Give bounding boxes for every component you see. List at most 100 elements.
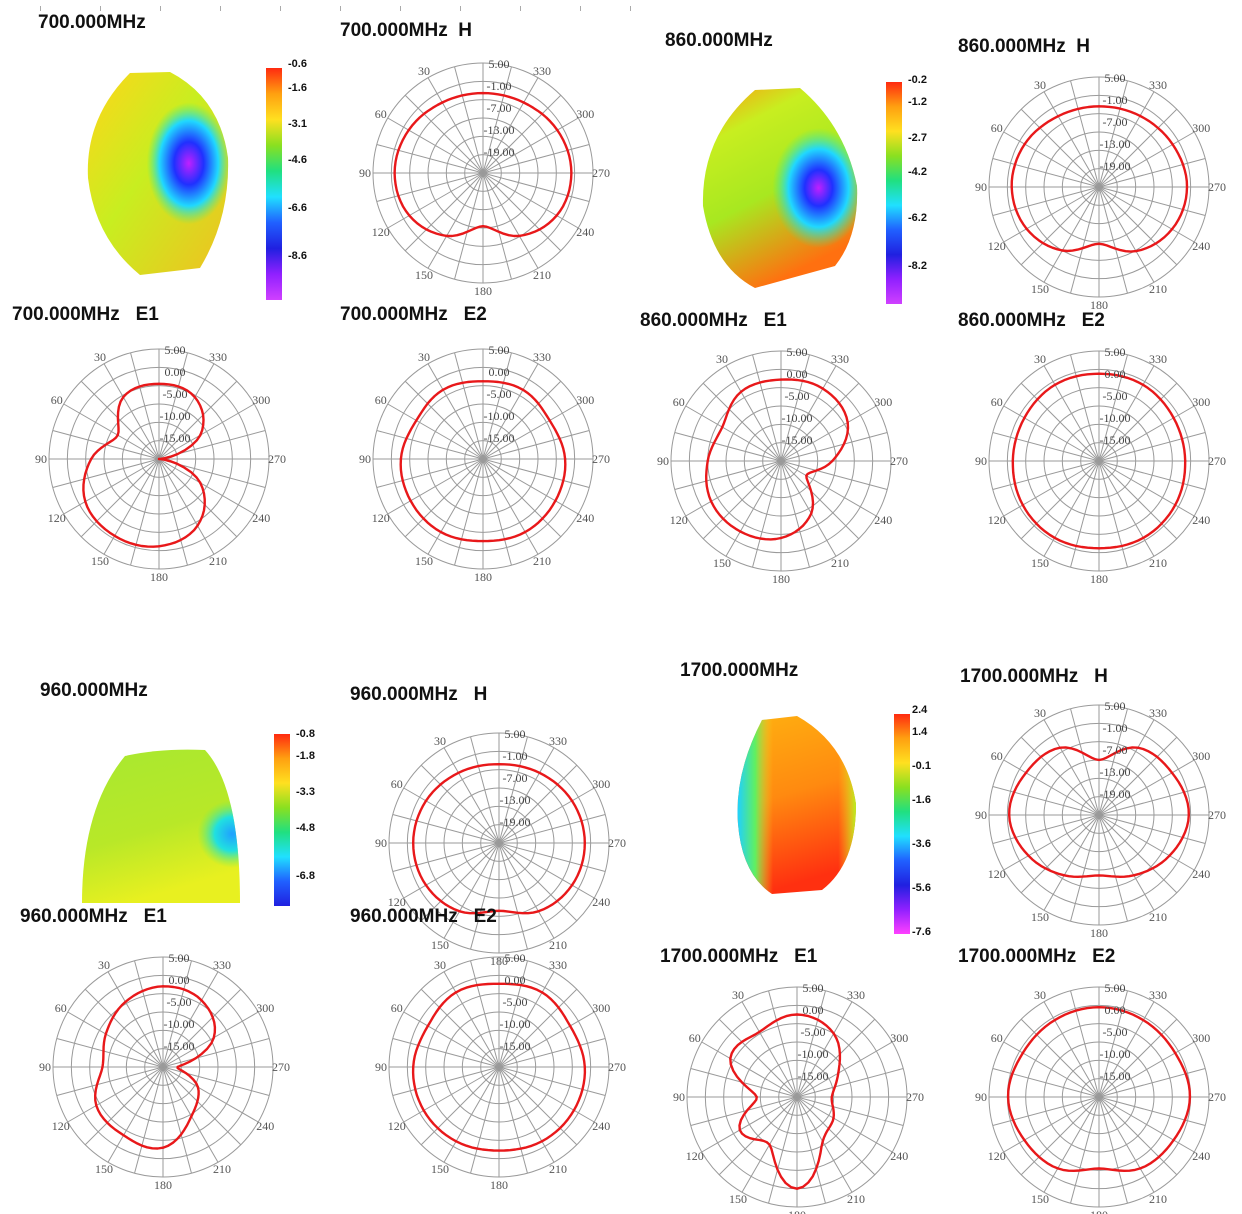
angle-label: 150 <box>1031 1192 1049 1206</box>
pattern-point <box>1056 114 1060 118</box>
grid-spoke <box>992 814 1100 844</box>
grid-spoke <box>482 352 512 460</box>
pattern-point <box>439 530 443 534</box>
pattern-point <box>1006 1095 1010 1099</box>
pattern-point <box>1025 227 1028 230</box>
angle-label: 60 <box>391 777 403 791</box>
grid-spoke <box>1098 814 1178 894</box>
grid-spoke <box>752 460 782 568</box>
pattern-point <box>1097 105 1101 108</box>
grid-spoke <box>768 990 798 1098</box>
pattern-point <box>441 388 445 391</box>
angle-label: 150 <box>1031 910 1049 924</box>
pattern-point <box>522 101 525 104</box>
pattern-point <box>89 457 93 461</box>
radial-label: -7.00 <box>1103 115 1128 129</box>
grid-spoke <box>482 66 512 174</box>
grid-spoke <box>403 787 500 844</box>
grid-spoke <box>1098 1096 1178 1176</box>
grid-spoke <box>387 172 484 229</box>
radial-label: -5.00 <box>785 389 810 403</box>
pattern-point <box>1097 1005 1101 1009</box>
polar-960-e1: 30 330 60 300 90 270 120 240 150 210 180 5.00 0.00 -5… <box>39 951 290 1192</box>
pattern-point <box>1142 1018 1145 1022</box>
radial-label: 0.00 <box>1105 367 1126 381</box>
title-3d-1700: 1700.000MHz <box>680 660 799 681</box>
angle-label: 300 <box>576 393 594 407</box>
grid-spoke <box>1020 736 1100 816</box>
angle-label: 300 <box>1192 1031 1210 1045</box>
pattern-point <box>122 395 125 399</box>
angle-label: 90 <box>975 454 987 468</box>
pattern-point <box>497 1149 501 1152</box>
pattern-point <box>795 1013 799 1016</box>
pattern-point <box>1134 249 1138 253</box>
angle-label: 300 <box>592 1001 610 1015</box>
grid-spoke <box>1003 186 1100 243</box>
grid-spoke <box>404 94 484 174</box>
pattern-point <box>1097 874 1101 877</box>
angle-label: 270 <box>608 836 626 850</box>
pattern-point <box>481 224 485 228</box>
angle-label: 330 <box>209 350 227 364</box>
radial-label: -5.00 <box>503 995 528 1009</box>
angle-label: 270 <box>1208 180 1226 194</box>
angle-label: 90 <box>359 452 371 466</box>
pattern-point <box>1185 185 1189 189</box>
radial-label: -5.00 <box>163 387 188 401</box>
grid-spoke <box>1070 354 1100 462</box>
grid-spoke <box>1098 1096 1195 1153</box>
pattern-point <box>1097 242 1101 246</box>
angle-label: 210 <box>213 1162 231 1176</box>
pattern-point <box>1174 1051 1177 1055</box>
pattern-point <box>161 1146 165 1149</box>
grid-spoke <box>701 1096 798 1153</box>
angle-label: 270 <box>272 1060 290 1074</box>
angle-label: 330 <box>533 350 551 364</box>
angle-label: 180 <box>772 572 790 586</box>
pattern-3d-1700 <box>737 716 856 894</box>
angle-label: 150 <box>415 268 433 282</box>
radial-label: -19.00 <box>1100 787 1131 801</box>
grid-spoke <box>158 363 215 460</box>
grid-spoke <box>718 1018 798 1098</box>
polar-1700-e2: 30 330 60 300 90 270 120 240 150 210 180 5.00 0.00 -5… <box>975 981 1226 1214</box>
angle-label: 270 <box>1208 1090 1226 1104</box>
radial-label: 5.00 <box>803 981 824 995</box>
grid-spoke <box>80 380 160 460</box>
grid-spoke <box>158 380 238 460</box>
pattern-point <box>424 883 428 887</box>
grid-spoke <box>443 1066 500 1163</box>
grid-spoke <box>392 842 500 872</box>
angle-label: 300 <box>592 777 610 791</box>
angle-label: 150 <box>415 554 433 568</box>
pattern-point <box>199 481 202 485</box>
radial-label: 5.00 <box>1105 699 1126 713</box>
title-3d-860: 860.000MHz <box>665 30 773 51</box>
grid-spoke <box>1098 460 1128 568</box>
grid-spoke <box>1020 382 1100 462</box>
pattern-point <box>199 433 202 437</box>
grid-spoke <box>1043 460 1100 557</box>
angle-label: 330 <box>213 958 231 972</box>
radial-label: 5.00 <box>787 345 808 359</box>
grid-spoke <box>454 66 484 174</box>
pattern-point <box>554 499 557 502</box>
angle-label: 270 <box>906 1090 924 1104</box>
radial-label: -15.00 <box>1100 1069 1131 1083</box>
grid-spoke <box>498 1038 606 1068</box>
pattern-point <box>805 474 808 477</box>
pattern-point <box>583 841 586 845</box>
angle-label: 240 <box>576 511 594 525</box>
title-960-e2: 960.000MHz E2 <box>350 906 497 927</box>
radial-label: -19.00 <box>1100 159 1131 173</box>
grid-spoke <box>103 363 160 460</box>
grid-spoke <box>1070 460 1100 568</box>
angle-label: 270 <box>268 452 286 466</box>
radial-label: -15.00 <box>798 1069 829 1083</box>
grid-spoke <box>470 842 500 950</box>
pattern-point <box>755 1095 758 1099</box>
grid-spoke <box>158 458 215 555</box>
grid-spoke <box>1043 365 1100 462</box>
pattern-point <box>1171 143 1174 146</box>
